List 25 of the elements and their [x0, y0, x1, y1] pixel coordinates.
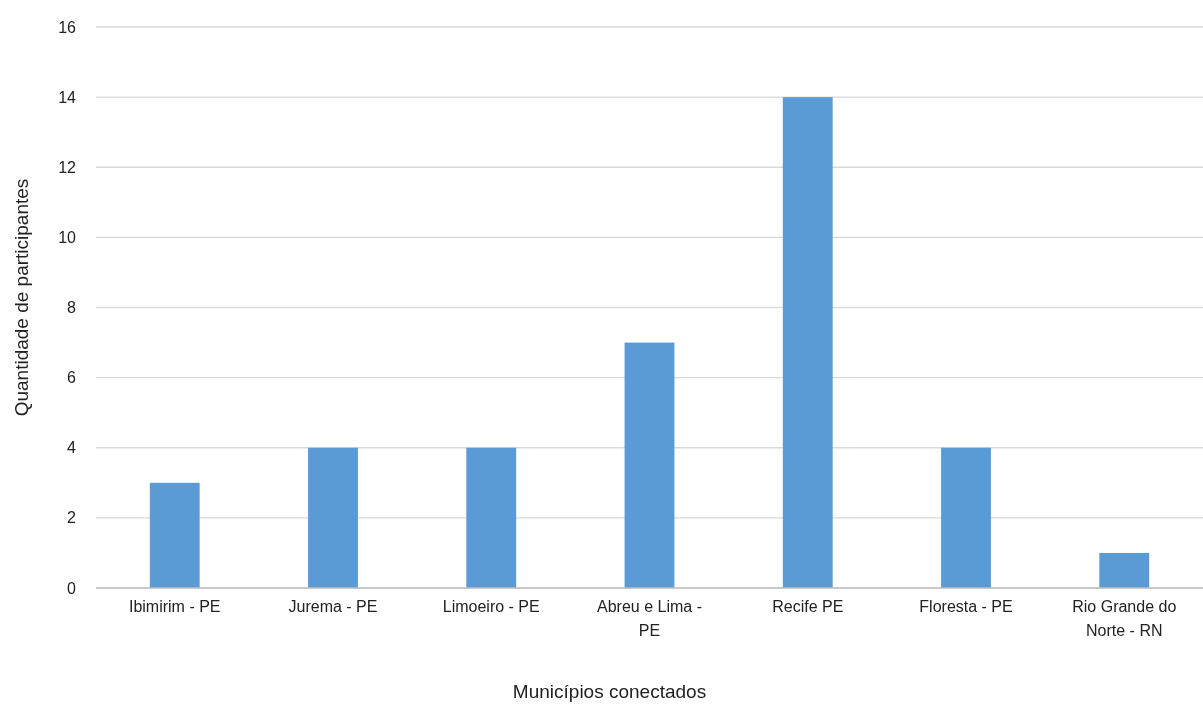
x-tick-label: Rio Grande do Norte - RN	[1072, 598, 1177, 639]
y-tick-label: 12	[58, 158, 77, 176]
x-axis-title: Municípios conectados	[512, 681, 707, 702]
y-axis-title: Quantidade de participantes	[11, 178, 32, 417]
x-tick-label: Ibimirim - PE	[128, 598, 221, 615]
y-tick-label: 14	[58, 88, 77, 106]
x-tick-label: Abreu e Lima - PE	[597, 598, 702, 639]
bar	[624, 342, 675, 588]
y-tick-label: 16	[58, 18, 77, 36]
x-tick-label: Jurema - PE	[288, 598, 378, 615]
y-tick-label: 2	[67, 509, 77, 527]
y-tick-label: 0	[67, 579, 77, 597]
y-tick-label: 6	[67, 369, 77, 387]
y-tick-label: 10	[58, 228, 77, 246]
bar	[466, 447, 517, 588]
x-tick-label: Recife PE	[772, 598, 844, 615]
x-tick-label: Floresta - PE	[919, 598, 1013, 615]
bar	[149, 482, 200, 588]
bar	[1099, 552, 1150, 588]
y-tick-label: 4	[67, 439, 77, 457]
x-tick-label: Limoeiro - PE	[442, 598, 540, 615]
bar	[782, 97, 833, 588]
y-tick-label: 8	[67, 299, 77, 317]
bar	[308, 447, 358, 588]
bar	[941, 447, 991, 588]
